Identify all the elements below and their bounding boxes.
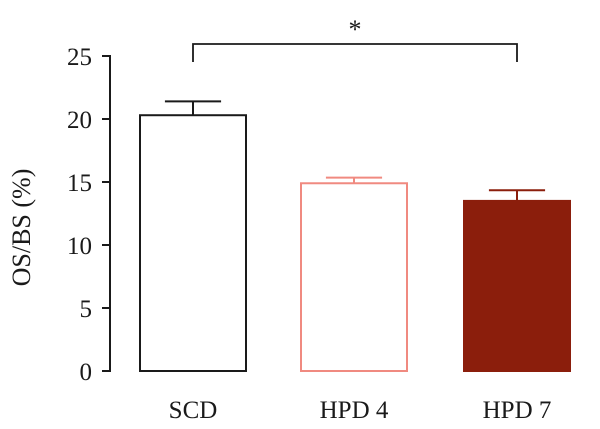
- y-axis-title: OS/BS (%): [7, 169, 36, 287]
- x-axis-tick-labels: SCD HPD 4 HPD 7: [169, 397, 552, 424]
- y-tick-label: 10: [67, 233, 92, 260]
- y-axis: 0 5 10 15 20 25: [67, 44, 111, 386]
- y-tick-label: 5: [80, 296, 93, 323]
- y-tick-label: 0: [80, 359, 93, 386]
- y-tick-label: 20: [67, 107, 92, 134]
- bar-hpd-7: [463, 199, 571, 372]
- x-tick-label: HPD 7: [483, 397, 552, 424]
- y-tick-label: 25: [67, 44, 92, 71]
- x-tick-label: SCD: [169, 397, 218, 424]
- error-bars-group: [164, 100, 546, 201]
- significance-group: *: [192, 15, 518, 62]
- bar-hpd-4: [300, 182, 408, 372]
- bar-scd: [139, 114, 247, 372]
- y-tick-label: 15: [67, 170, 92, 197]
- x-tick-label: HPD 4: [320, 397, 389, 424]
- significance-label: *: [349, 15, 362, 44]
- significance-bracket: [192, 43, 518, 62]
- bars-group: [139, 114, 571, 372]
